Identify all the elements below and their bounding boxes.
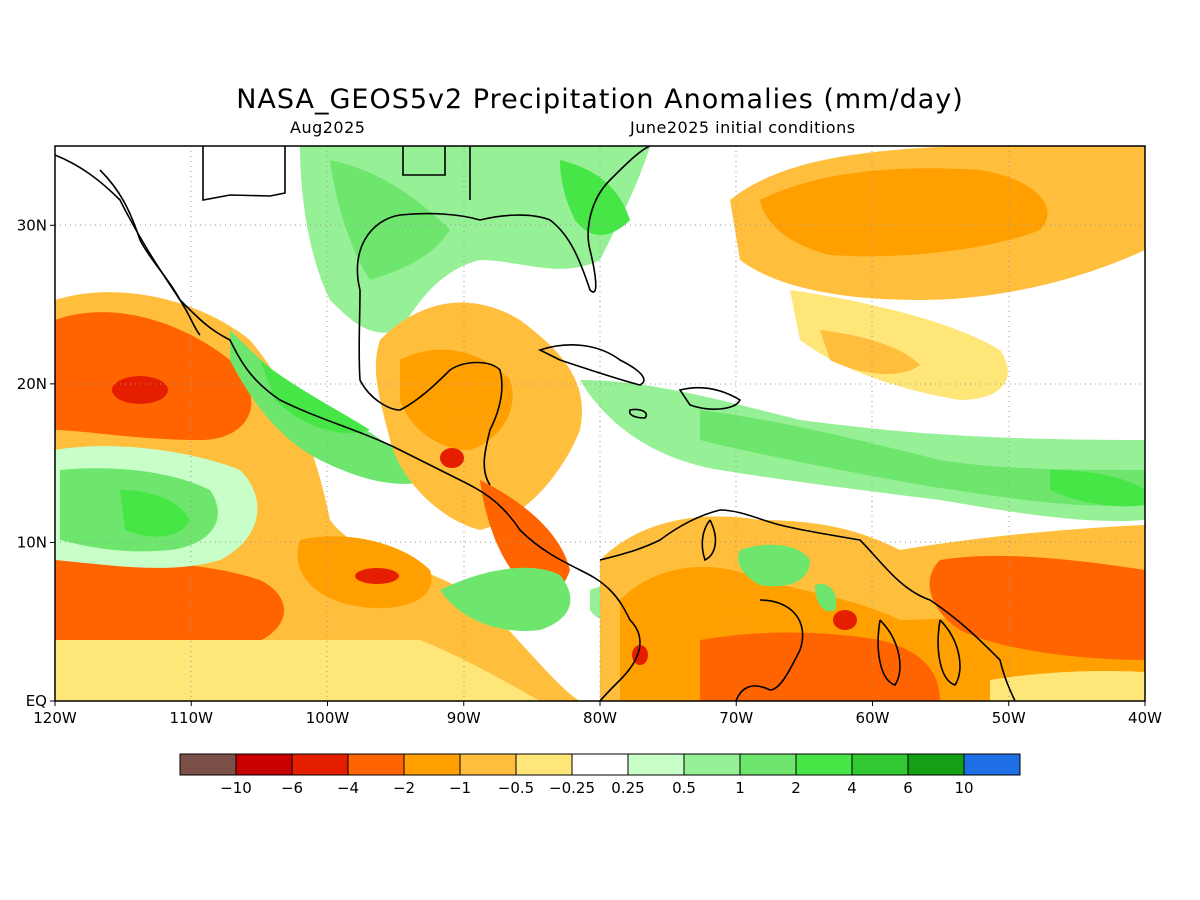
colorbar-swatch	[515, 753, 573, 776]
colorbar-label: −0.25	[549, 779, 595, 797]
lat-tick-label: EQ	[26, 692, 47, 710]
colorbar-swatch	[683, 753, 741, 776]
map-title: NASA_GEOS5v2 Precipitation Anomalies (mm…	[236, 84, 964, 115]
colorbar-label: 6	[903, 779, 913, 797]
colorbar-label: 0.25	[611, 779, 644, 797]
colorbar-label: −0.5	[498, 779, 534, 797]
map-axes: 120W 110W 100W 90W 80W 70W 60W 50W 40W EQ 10N 20N 30…	[17, 216, 1162, 727]
colorbar-label: 1	[735, 779, 745, 797]
lon-tick-label: 110W	[170, 709, 214, 727]
colorbar-label: 10	[954, 779, 973, 797]
colorbar: −10 −6 −4 −2 −1 −0.5 −0.25 0.25 0.5 1 2 4 6 10	[179, 753, 1021, 797]
lon-tick-label: 100W	[306, 709, 350, 727]
lon-tick-label: 90W	[447, 709, 481, 727]
colorbar-swatch	[627, 753, 685, 776]
colorbar-label: −10	[220, 779, 252, 797]
colorbar-swatch	[459, 753, 517, 776]
colorbar-label: 2	[791, 779, 801, 797]
colorbar-swatch	[851, 753, 909, 776]
colorbar-swatch	[235, 753, 293, 776]
colorbar-label: 0.5	[672, 779, 696, 797]
colorbar-label: −6	[281, 779, 303, 797]
colorbar-swatch	[347, 753, 405, 776]
coastlines	[55, 146, 1016, 701]
valid-month: Aug2025	[290, 118, 366, 137]
colorbar-swatch	[907, 753, 965, 776]
map-grid	[55, 146, 1145, 701]
colorbar-swatch	[963, 753, 1021, 776]
lon-tick-label: 40W	[1128, 709, 1162, 727]
anomaly-field	[55, 146, 1145, 701]
colorbar-swatch	[179, 753, 237, 776]
lat-tick-label: 30N	[17, 216, 47, 234]
colorbar-swatch	[291, 753, 349, 776]
colorbar-label: 4	[847, 779, 857, 797]
colorbar-label: −1	[449, 779, 471, 797]
lon-tick-label: 70W	[719, 709, 753, 727]
colorbar-swatch	[571, 753, 629, 776]
colorbar-swatch	[795, 753, 853, 776]
lon-tick-label: 60W	[856, 709, 890, 727]
colorbar-swatch	[739, 753, 797, 776]
colorbar-label: −2	[393, 779, 415, 797]
colorbar-swatch	[403, 753, 461, 776]
initial-conditions: June2025 initial conditions	[630, 118, 856, 137]
lon-tick-label: 120W	[33, 709, 77, 727]
lat-tick-label: 20N	[17, 375, 47, 393]
colorbar-label: −4	[337, 779, 359, 797]
lon-tick-label: 50W	[992, 709, 1026, 727]
lat-tick-label: 10N	[17, 533, 47, 551]
lon-tick-label: 80W	[583, 709, 617, 727]
